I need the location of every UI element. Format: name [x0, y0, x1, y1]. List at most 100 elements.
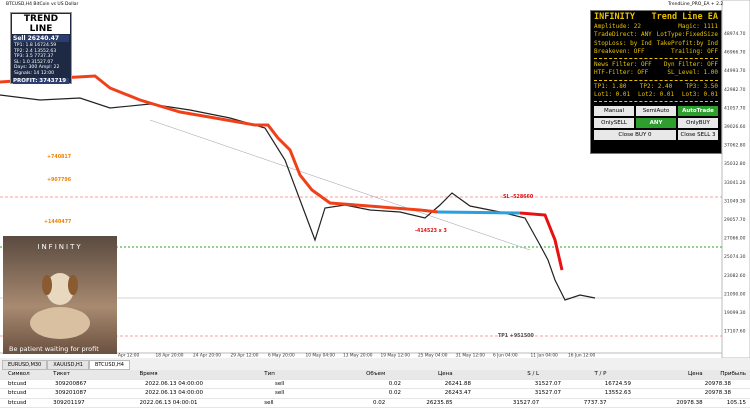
price-label: 33041.20	[724, 180, 746, 186]
price-label: 17107.60	[724, 329, 746, 335]
setting: Lot1: 0.01	[594, 91, 630, 99]
annotation: +740817	[47, 154, 71, 160]
cell: Цена	[610, 370, 706, 379]
trend-panel: TREND LINE Sell 26240.47 TP1: 1.8 16724.…	[10, 12, 72, 84]
cell: Символ	[0, 370, 53, 379]
price-label: 42982.70	[724, 87, 746, 93]
time-label: 31 May 12:00	[456, 353, 486, 359]
setting: Breakeven: OFF	[594, 48, 645, 56]
cell: S / L	[457, 370, 544, 379]
cell: 16724.59	[565, 380, 635, 389]
price-label: 46966.70	[724, 50, 746, 56]
cell: btcusd	[0, 389, 55, 398]
price-label: 31049.30	[724, 198, 746, 204]
time-label: 29 Apr 12:00	[231, 353, 259, 359]
setting: TP3: 3.50	[685, 83, 718, 91]
setting: Dyn Filter: OFF	[664, 61, 718, 69]
cell: Цена	[389, 370, 456, 379]
cell: 20978.38	[635, 380, 735, 389]
cell: Время	[140, 370, 265, 379]
ea-button[interactable]: OnlySELL	[594, 118, 634, 128]
setting: LotType:FixedSize	[657, 31, 718, 39]
separator	[594, 58, 718, 59]
cell: 7737.37	[543, 399, 610, 408]
annotation: SL -528660	[503, 194, 534, 200]
cell: 0.02	[345, 389, 405, 398]
cell: 26241.88	[405, 380, 475, 389]
cell: 0.02	[345, 380, 405, 389]
ea-button[interactable]: Close SELL 3	[678, 130, 718, 140]
setting: TP2: 2.40	[640, 83, 673, 91]
setting: Amplitude: 22	[594, 23, 641, 31]
setting: TakeProfit:by Ind	[657, 40, 718, 48]
promo: INFINITY Be patient waiting for profit	[3, 236, 117, 354]
settings-row: Breakeven: OFF Trailing: OFF	[591, 48, 721, 56]
ea-button[interactable]: SemiAuto	[636, 106, 676, 116]
price-label: 48974.70	[724, 31, 746, 37]
time-label: 11 Jun 04:00	[531, 353, 559, 359]
settings-row: TradeDirect: ANY LotType:FixedSize	[591, 31, 721, 39]
trend-line-text: Signals: 14 12:00	[11, 71, 71, 77]
setting: TP1: 1.80	[594, 83, 627, 91]
cell: Объем	[331, 370, 389, 379]
tab[interactable]: EURUSD,M30	[2, 360, 47, 370]
time-label: 13 May 20:00	[343, 353, 373, 359]
ea-button[interactable]: AutoTrade	[678, 106, 718, 116]
trend-title: TREND LINE	[12, 14, 70, 34]
ea-button[interactable]: Manual	[594, 106, 634, 116]
cell: 2022.06.13 04:00:00	[145, 380, 275, 389]
annotation: -414523 x 3	[415, 228, 447, 234]
cell: btcusd	[0, 399, 53, 408]
promo-title: INFINITY	[3, 243, 117, 251]
cell: 31527.07	[475, 380, 565, 389]
cell: 309201087	[55, 389, 145, 398]
tab[interactable]: XAUUSD,H1	[47, 360, 89, 370]
settings-row: News Filter: OFF Dyn Filter: OFF	[591, 61, 721, 69]
ea-button[interactable]: ANY	[636, 118, 676, 128]
ea-label: TrendLine_PRO_EA + 2.2	[668, 2, 723, 7]
annotation: TP1 +951500	[498, 333, 535, 339]
cell: 309200867	[55, 380, 145, 389]
promo-caption: Be patient waiting for profit	[9, 345, 99, 353]
setting: HTF-Filter: OFF	[594, 69, 648, 77]
settings-row: TP1: 1.80 TP2: 2.40 TP3: 3.50	[591, 83, 721, 91]
annotation: +907796	[47, 177, 72, 183]
time-label: 10 May 04:00	[306, 353, 336, 359]
cell: 26243.47	[405, 389, 475, 398]
price-label: 21090.00	[724, 291, 746, 297]
trend-line-flat	[438, 212, 520, 213]
setting: News Filter: OFF	[594, 61, 652, 69]
time-label: 18 Apr 20:00	[156, 353, 184, 359]
trend-signal: Sell 26240.47	[13, 35, 69, 42]
cell: 26235.85	[389, 399, 456, 408]
cell: 2022.06.13 04:00:01	[140, 399, 265, 408]
time-label: 25 May 04:00	[418, 353, 448, 359]
price-label: 25074.30	[724, 254, 746, 260]
ea-title: Trend Line EA	[651, 12, 718, 22]
setting: TradeDirect: ANY	[594, 31, 652, 39]
price-label: 29057.70	[724, 217, 746, 223]
cell: 309201197	[53, 399, 139, 408]
cell: Тикет	[53, 370, 139, 379]
ea-button[interactable]: OnlyBUY	[678, 118, 718, 128]
separator	[594, 101, 718, 102]
tab[interactable]: BTCUSD,H4	[89, 360, 130, 370]
ea-button[interactable]: Close BUY 0	[594, 130, 676, 140]
setting: Trailing: OFF	[671, 48, 718, 56]
separator	[594, 80, 718, 81]
time-label: 19 May 12:00	[381, 353, 411, 359]
